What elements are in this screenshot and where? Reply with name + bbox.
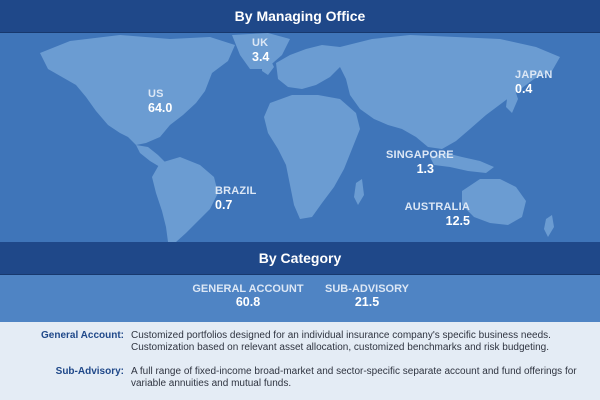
- office-name: UK: [252, 37, 269, 49]
- europe-shape: [276, 45, 348, 89]
- office-name: BRAZIL: [215, 185, 257, 197]
- definition-line: A full range of fixed-income broad-marke…: [131, 366, 577, 377]
- category-value: 60.8: [235, 295, 261, 309]
- category-name: SUB-ADVISORY: [325, 283, 409, 295]
- office-uk: UK 3.4: [252, 37, 269, 64]
- definition-line: variable annuities and mutual funds.: [131, 378, 292, 389]
- office-value: 12.5: [445, 213, 470, 228]
- definition-line: Customized portfolios designed for an in…: [131, 330, 551, 341]
- south-america-shape: [152, 157, 218, 242]
- definition-text: Customized portfolios designed for an in…: [131, 330, 586, 354]
- world-map: UK 3.4 US 64.0 JAPAN 0.4 SINGAPORE 1.3 B…: [0, 33, 600, 242]
- section-title-text: By Managing Office: [234, 8, 366, 24]
- office-value: 0.7: [215, 197, 233, 212]
- new-zealand-shape: [544, 215, 554, 237]
- category-band: GENERAL ACCOUNT 60.8 SUB-ADVISORY 21.5: [0, 275, 600, 322]
- definition-text: A full range of fixed-income broad-marke…: [131, 366, 586, 390]
- office-value: 3.4: [252, 49, 270, 64]
- madagascar-shape: [354, 179, 364, 205]
- office-singapore: SINGAPORE 1.3: [386, 149, 454, 176]
- office-australia: AUSTRALIA 12.5: [404, 201, 470, 228]
- office-us: US 64.0: [148, 88, 172, 115]
- office-name: AUSTRALIA: [404, 201, 470, 213]
- office-value: 64.0: [148, 100, 173, 115]
- category-name: GENERAL ACCOUNT: [192, 283, 304, 295]
- definition-term: General Account:: [41, 330, 124, 341]
- section-title-managing-office: By Managing Office: [0, 0, 600, 33]
- greenland-shape: [232, 33, 290, 69]
- asia-shape: [340, 35, 560, 149]
- category-sub-advisory: SUB-ADVISORY 21.5: [320, 283, 414, 309]
- office-name: SINGAPORE: [386, 149, 454, 161]
- office-brazil: BRAZIL 0.7: [215, 185, 257, 212]
- central-america-shape: [136, 145, 166, 167]
- category-value: 21.5: [354, 295, 380, 309]
- north-america-shape: [40, 35, 235, 145]
- office-japan: JAPAN 0.4: [515, 69, 552, 96]
- section-title-text: By Category: [258, 250, 342, 266]
- japan-shape: [506, 87, 518, 113]
- definition-line: Customization based on relevant asset al…: [131, 342, 550, 353]
- australia-shape: [462, 179, 526, 225]
- definition-term: Sub-Advisory:: [55, 366, 124, 377]
- definitions: General Account: Customized portfolios d…: [0, 322, 600, 400]
- category-general-account: GENERAL ACCOUNT 60.8: [192, 283, 304, 309]
- indonesia-shape: [430, 153, 494, 173]
- section-title-category: By Category: [0, 242, 600, 275]
- british-isles-shape: [262, 59, 274, 75]
- africa-shape: [264, 95, 360, 219]
- office-name: JAPAN: [515, 69, 553, 81]
- world-map-graphic: [40, 33, 560, 242]
- office-value: 1.3: [416, 161, 434, 176]
- office-name: US: [148, 88, 164, 100]
- office-value: 0.4: [515, 81, 533, 96]
